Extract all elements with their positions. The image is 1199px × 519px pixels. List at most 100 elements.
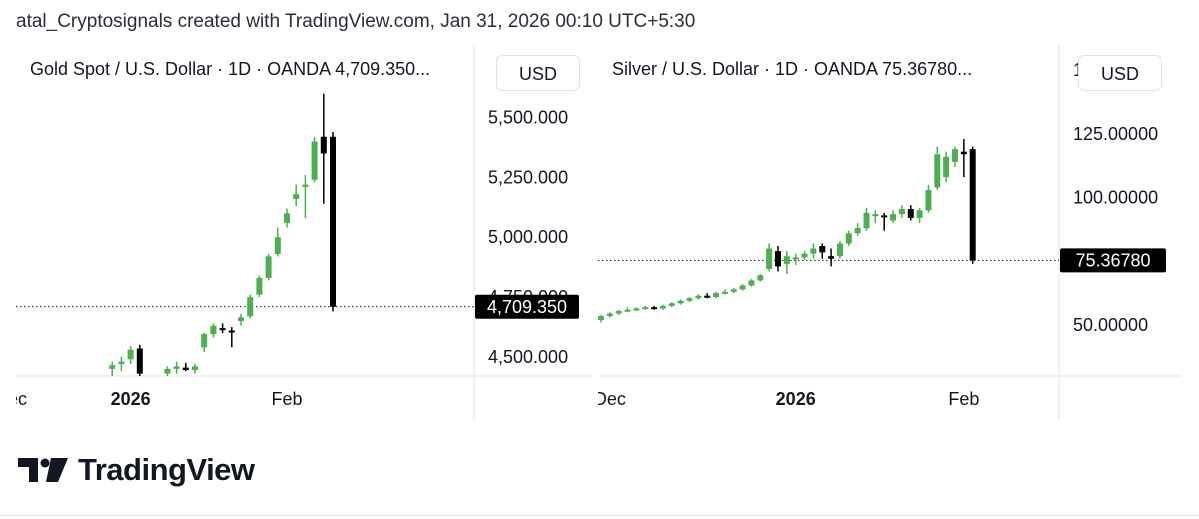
silver-y-tick-label: 125.00000 [1073,124,1158,144]
gold-candle [127,346,134,365]
silver-candle [836,240,843,259]
silver-candle [934,146,941,190]
silver-candle-body [819,245,826,253]
silver-candle-body [943,156,950,178]
silver-candle [651,305,658,310]
bottom-divider [0,515,1199,516]
silver-candle [704,293,711,299]
silver-candle-body [934,154,941,188]
silver-candle [615,309,622,315]
gold-candle-body [127,349,134,360]
silver-candle [668,302,675,308]
silver-candle-body [748,280,755,286]
gold-candle [173,361,180,374]
gold-candle-body [109,365,116,369]
gold-candle [320,93,327,204]
silver-chart-panel[interactable]: 50.0000075.00000100.00000125.00000150.00… [598,45,1181,420]
silver-candle [677,299,684,305]
gold-candle [256,275,263,298]
tradingview-logo[interactable]: TradingView [18,452,255,488]
gold-candle [311,136,318,183]
silver-candle-body [633,308,640,311]
gold-currency-button[interactable]: USD [496,55,580,91]
silver-candle-body [792,257,799,260]
silver-candle-body [642,307,649,310]
gold-candle-body [284,213,290,223]
silver-candle [925,184,932,213]
gold-candle-body [256,277,263,295]
silver-candle [775,245,781,272]
silver-candle [916,207,923,224]
silver-x-tick-label: Feb [948,389,979,409]
gold-candle-body [311,141,318,180]
gold-candle-body [173,366,180,369]
silver-candle-body [668,303,675,306]
silver-candle-body [757,275,764,281]
silver-candle [713,291,720,299]
silver-candle [960,138,967,178]
silver-candle-body [615,310,622,314]
silver-candle-body [651,307,658,310]
silver-candle [863,207,870,231]
silver-symbol-legend: Silver / U.S. Dollar · 1D · OANDA 75.367… [612,59,973,79]
silver-chart[interactable]: 50.0000075.00000100.00000125.00000150.00… [598,45,1181,420]
silver-candle-body [713,293,720,297]
gold-last-price-label: 4,709.350 [487,297,567,317]
gold-candle [330,131,336,312]
gold-candle-body [219,328,226,331]
gold-chart-panel[interactable]: 4,500.0004,750.0005,000.0005,250.0005,50… [16,45,592,420]
gold-candle [219,323,226,333]
gold-symbol-legend: Gold Spot / U.S. Dollar · 1D · OANDA 4,7… [30,59,431,79]
silver-last-price-box [1060,248,1166,273]
gold-candle [265,253,272,281]
silver-candle-body [890,214,897,221]
silver-candle [952,146,958,167]
silver-candle [686,296,693,303]
gold-candle [118,356,125,372]
gold-candle [192,364,198,374]
gold-y-tick-label: 4,500.000 [488,347,568,367]
silver-candle [819,243,826,259]
silver-candle [766,243,773,272]
silver-candle-body [766,248,773,269]
gold-candle-body [136,348,143,374]
tradingview-logo-icon [18,458,68,482]
gold-candle [302,175,309,219]
gold-candle-body [164,368,171,374]
gold-candle-body [210,325,217,335]
gold-y-tick-label: 5,250.000 [488,167,568,187]
silver-candle [730,288,737,294]
gold-candle-body [265,256,272,278]
silver-candle [828,248,835,267]
chart-attribution: atal_Cryptosignals created with TradingV… [16,11,696,32]
silver-candle-body [659,305,666,309]
gold-chart[interactable]: 4,500.0004,750.0005,000.0005,250.0005,50… [16,45,592,420]
gold-candle-body [302,184,309,188]
gold-candle-body [238,317,244,321]
silver-currency-button[interactable]: USD [1078,55,1162,91]
gold-last-price-box [475,294,579,319]
gold-candle [293,184,300,207]
silver-candle [695,294,702,300]
silver-candle-body [810,248,817,254]
gold-candle [182,362,189,372]
silver-candle [898,205,905,218]
gold-candle [136,344,143,376]
silver-candle [757,274,764,282]
silver-candle [881,212,888,231]
silver-candle-body [969,149,976,261]
silver-candle-body [721,291,728,294]
silver-candle-body [695,295,702,299]
silver-candle [907,205,914,221]
gold-x-tick-label: 2026 [111,389,151,409]
silver-candle-body [854,228,861,234]
silver-candle [721,289,728,295]
silver-candle-body [872,214,879,217]
silver-candle [872,210,879,224]
silver-candle-body [845,233,852,244]
tradingview-wordmark: TradingView [78,452,255,487]
silver-candle [792,253,799,266]
gold-candle [164,366,171,376]
silver-candle [801,251,808,261]
silver-candle [810,243,817,259]
